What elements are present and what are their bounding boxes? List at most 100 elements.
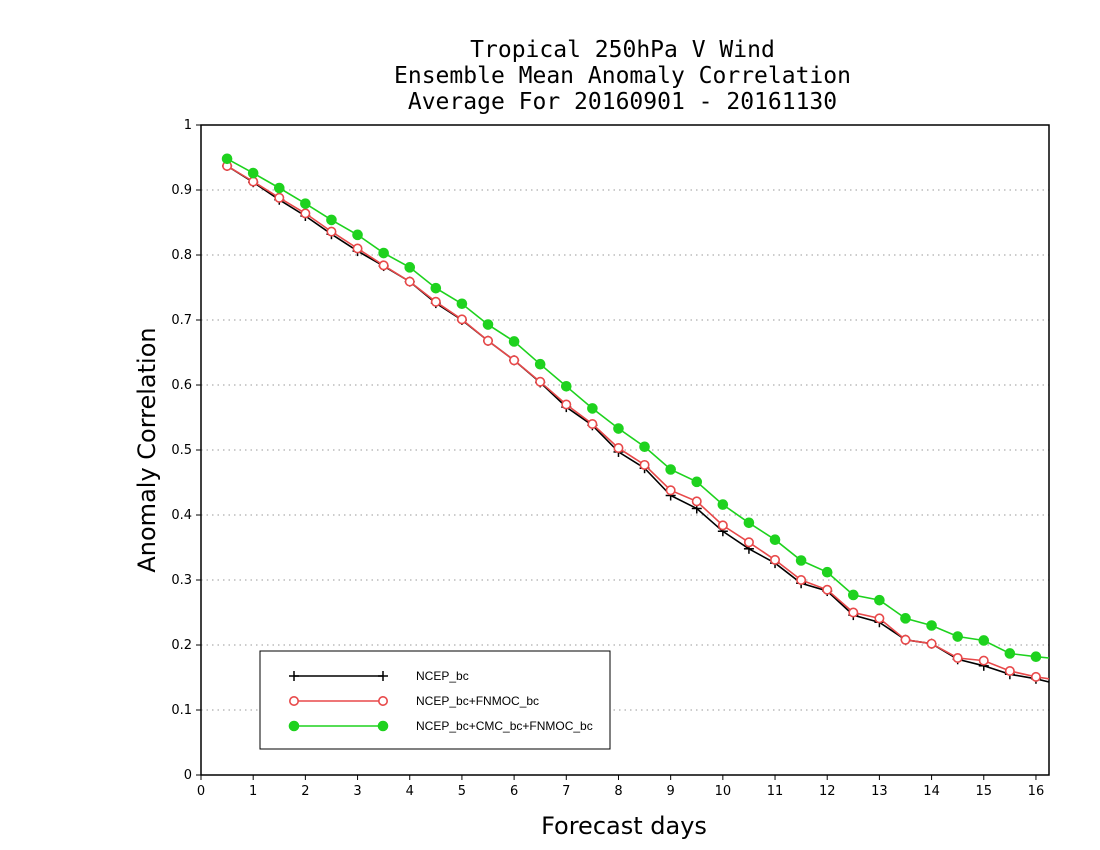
data-point xyxy=(874,594,885,606)
data-point xyxy=(796,574,807,585)
data-point xyxy=(430,296,441,307)
data-point xyxy=(456,298,468,310)
data-point xyxy=(717,499,729,510)
y-tick-label: 0.5 xyxy=(171,443,192,458)
data-point xyxy=(900,634,911,645)
legend-marker xyxy=(288,695,299,706)
data-point xyxy=(404,262,416,273)
data-point xyxy=(300,208,311,219)
data-point xyxy=(1004,648,1016,659)
x-tick-label: 15 xyxy=(975,784,992,799)
data-point xyxy=(848,589,859,601)
x-tick-label: 1 xyxy=(249,784,257,799)
legend-box xyxy=(259,650,611,750)
data-point xyxy=(717,520,728,531)
y-tick-label: 1 xyxy=(184,118,192,133)
data-point xyxy=(483,335,494,346)
legend-marker xyxy=(377,695,388,706)
series-1 xyxy=(222,160,1050,684)
legend-label: NCEP_bc+CMC_bc+FNMOC_bc xyxy=(416,719,593,733)
y-tick-label: 0.6 xyxy=(171,378,192,393)
x-tick-label: 6 xyxy=(510,784,518,799)
data-point xyxy=(821,566,833,578)
data-point xyxy=(874,613,885,624)
legend-label: NCEP_bc xyxy=(416,669,469,683)
data-point xyxy=(639,459,650,470)
legend-marker xyxy=(289,671,299,681)
series-2 xyxy=(222,160,1050,682)
x-tick-label: 2 xyxy=(301,784,309,799)
legend-marker xyxy=(377,720,389,732)
y-tick-label: 0.4 xyxy=(171,508,192,523)
x-tick-label: 16 xyxy=(1028,784,1045,799)
data-point xyxy=(665,464,676,475)
data-point xyxy=(743,537,754,548)
data-point xyxy=(848,607,859,618)
legend-item: NCEP_bc+FNMOC_bc xyxy=(288,694,539,708)
y-tick-label: 0.9 xyxy=(171,183,192,198)
legend-marker xyxy=(378,671,388,681)
data-point xyxy=(769,534,781,546)
data-point xyxy=(561,399,572,410)
axis-ticks: 00.10.20.30.40.50.60.70.80.910 1 2 3 4 5 6 7 8 9 1… xyxy=(171,118,1044,799)
data-point xyxy=(978,635,990,646)
x-tick-label: 13 xyxy=(871,784,888,799)
data-point xyxy=(743,517,755,529)
legend-item: NCEP_bc+CMC_bc+FNMOC_bc xyxy=(288,719,593,733)
y-tick-label: 0.8 xyxy=(171,248,192,263)
data-point xyxy=(952,631,963,642)
data-point xyxy=(326,214,337,226)
data-point xyxy=(378,260,389,271)
x-tick-label: 0 xyxy=(197,784,205,799)
data-point xyxy=(691,496,702,507)
x-tick-label: 9 xyxy=(667,784,675,799)
x-tick-label: 7 xyxy=(562,784,570,799)
data-point xyxy=(822,584,833,595)
data-point xyxy=(770,554,781,565)
data-point xyxy=(978,655,989,666)
data-point xyxy=(248,176,259,187)
x-tick-label: 11 xyxy=(767,784,784,799)
data-point xyxy=(352,229,363,241)
data-point xyxy=(404,276,415,287)
data-point xyxy=(352,243,363,254)
data-point xyxy=(273,182,285,194)
data-point xyxy=(587,418,598,429)
data-point xyxy=(247,167,259,179)
data-point xyxy=(587,403,598,414)
data-point xyxy=(613,423,624,434)
data-point xyxy=(300,198,311,209)
x-tick-label: 8 xyxy=(614,784,622,799)
data-point xyxy=(560,381,572,392)
series-3 xyxy=(221,153,1050,663)
y-tick-label: 0.3 xyxy=(171,573,192,588)
x-axis-title: Forecast days xyxy=(541,812,707,840)
legend-marker xyxy=(288,720,300,732)
x-tick-label: 3 xyxy=(353,784,361,799)
y-tick-label: 0.7 xyxy=(171,313,192,328)
grid-lines xyxy=(201,189,1049,711)
data-point xyxy=(1030,651,1042,663)
chart-title-line-1: Tropical 250hPa V Wind xyxy=(470,37,775,63)
data-point xyxy=(926,620,937,631)
series-line xyxy=(226,158,1050,659)
chart-title-line-3: Average For 20160901 - 20161130 xyxy=(407,89,838,115)
data-point xyxy=(456,314,467,325)
data-point xyxy=(691,476,703,488)
y-tick-label: 0.2 xyxy=(171,638,192,653)
data-point xyxy=(926,638,937,649)
data-point xyxy=(952,652,963,663)
x-tick-label: 14 xyxy=(923,784,940,799)
x-tick-label: 4 xyxy=(406,784,414,799)
series-lines xyxy=(221,153,1050,684)
data-point xyxy=(1030,671,1041,682)
data-point xyxy=(665,485,676,496)
data-point xyxy=(274,192,285,203)
data-point xyxy=(639,441,650,453)
data-point xyxy=(508,336,520,347)
data-point xyxy=(378,247,389,259)
y-tick-label: 0 xyxy=(184,768,192,783)
series-line xyxy=(226,165,1050,680)
data-point xyxy=(1004,665,1015,676)
